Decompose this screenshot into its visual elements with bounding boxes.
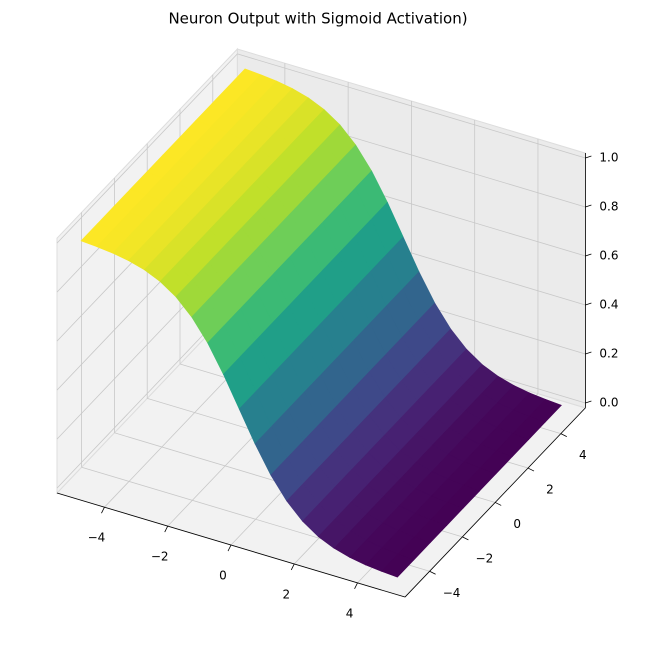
tick-mark	[585, 302, 592, 306]
x-tick-label: 4	[346, 606, 354, 620]
tick-mark	[290, 563, 295, 571]
y-tick-label: 4	[579, 448, 587, 462]
y-tick-label: −4	[443, 586, 461, 600]
surface-patch	[381, 553, 415, 578]
grid-line	[237, 53, 586, 159]
tick-mark	[164, 525, 169, 533]
tick-mark	[227, 544, 232, 552]
z-tick-label: 0.6	[599, 248, 618, 262]
tick-mark	[585, 155, 592, 159]
x-tick-label: −2	[151, 550, 169, 564]
x-tick-label: −4	[88, 531, 106, 545]
z-tick-label: 0.4	[599, 297, 618, 311]
tick-mark	[101, 507, 105, 514]
tick-mark	[560, 433, 567, 438]
tick-mark	[527, 467, 535, 472]
y-tick-label: −2	[476, 551, 494, 565]
z-tick-label: 0.0	[599, 395, 618, 409]
y-tick-label: 2	[546, 483, 554, 497]
x-tick-label: 0	[219, 569, 227, 583]
z-tick-label: 1.0	[599, 150, 618, 164]
chart-title: Neuron Output with Sigmoid Activation)	[168, 10, 467, 28]
tick-mark	[585, 253, 592, 257]
tick-mark	[429, 570, 436, 575]
grid-line	[56, 53, 238, 244]
tick-mark	[354, 582, 358, 590]
tick-mark	[585, 351, 592, 355]
y-tick-label: 0	[513, 517, 521, 531]
x-tick-label: 2	[282, 587, 290, 601]
tick-mark	[585, 400, 592, 404]
z-tick-label: 0.2	[599, 346, 618, 360]
z-tick-label: 0.8	[599, 199, 618, 213]
tick-mark	[585, 204, 592, 208]
tick-mark	[462, 536, 469, 541]
tick-mark	[495, 502, 502, 506]
